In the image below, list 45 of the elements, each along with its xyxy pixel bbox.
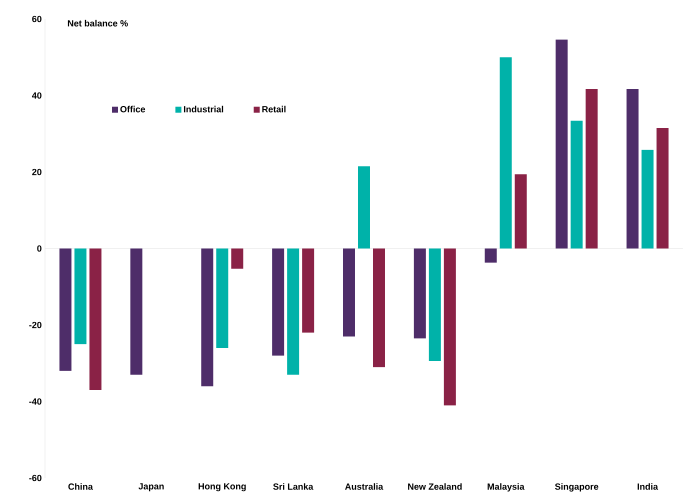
bar: [414, 248, 426, 338]
bar: [358, 166, 370, 248]
x-tick-label: New Zealand: [408, 483, 462, 490]
bar: [514, 174, 527, 248]
y-tick-label: 40: [32, 92, 42, 99]
y-tick-label: 20: [32, 168, 42, 176]
x-tick-label: Hong Kong: [198, 483, 246, 492]
bar: [556, 40, 568, 248]
bar: [656, 128, 669, 248]
x-tick-label: Malaysia: [488, 483, 525, 492]
x-tick-label: Japan: [138, 483, 164, 492]
legend-label: Industrial: [184, 106, 224, 112]
bar: [642, 150, 654, 248]
bar: [428, 248, 441, 361]
legend-label: Office: [120, 106, 146, 112]
bar: [372, 248, 385, 368]
bar: [59, 248, 72, 371]
y-tick-label: -60: [29, 474, 42, 482]
bar: [130, 248, 142, 375]
bar: [302, 248, 314, 333]
bar: [201, 248, 214, 386]
bar: [586, 89, 598, 248]
bar: [444, 248, 456, 406]
legend-label: Retail: [262, 106, 286, 112]
x-tick-label: Australia: [345, 483, 384, 490]
bar: [216, 248, 228, 348]
bar: [484, 248, 497, 263]
y-tick-label: 60: [32, 16, 42, 22]
y-tick-label: 0: [37, 245, 42, 252]
bar: [570, 120, 583, 248]
bar: [342, 248, 355, 336]
x-tick-label: Singapore: [555, 483, 598, 492]
bar: [231, 248, 244, 269]
y-axis-title: Net balance %: [68, 20, 128, 26]
bar: [500, 57, 512, 248]
bar: [74, 248, 86, 344]
bar: [89, 248, 102, 390]
y-tick-label: -40: [29, 398, 42, 405]
x-tick-label: China: [68, 483, 93, 490]
bar: [626, 89, 639, 248]
bar: [272, 248, 284, 356]
x-tick-label: Sri Lanka: [273, 483, 314, 490]
bar: [287, 248, 300, 375]
y-tick-label: -20: [29, 322, 42, 328]
x-tick-label: India: [638, 483, 658, 490]
